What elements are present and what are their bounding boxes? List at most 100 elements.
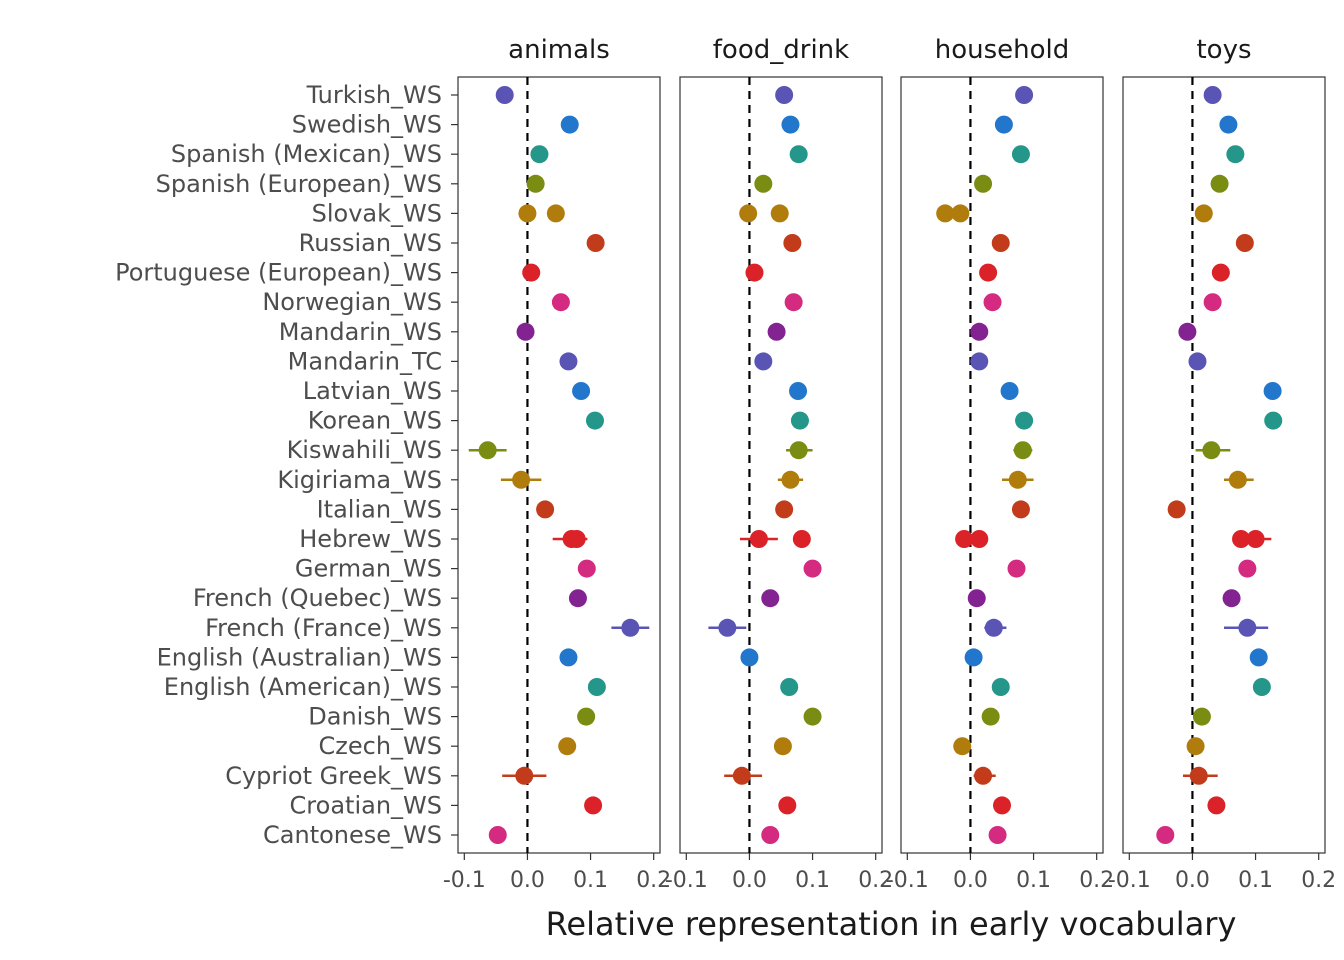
data-point-czech-ws: [558, 737, 577, 756]
data-point-french-quebec-ws: [1222, 589, 1241, 608]
data-point-mandarin-ws: [970, 322, 989, 341]
y-tick-label-kigiriama-ws: Kigiriama_WS: [277, 466, 442, 494]
data-point-german-ws: [1238, 559, 1257, 578]
data-point-mandarin-ws: [1178, 322, 1197, 341]
data-point-turkish-ws: [1015, 86, 1034, 104]
data-point-kiswahili-ws: [478, 441, 497, 460]
data-point-croatian-ws: [993, 796, 1011, 815]
x-tick-label: 0.2: [636, 868, 671, 893]
y-tick-label-portuguese-european-ws: Portuguese (European)_WS: [115, 259, 442, 287]
data-point-slovak-ws: [936, 204, 955, 223]
panel-toys: toys -0.1 0.0 0.1 0.2: [1108, 35, 1336, 893]
data-point-kiswahili-ws: [1013, 441, 1032, 460]
y-tick-label-mandarin-tc: Mandarin_TC: [288, 347, 442, 375]
data-point-swedish-ws: [781, 115, 800, 134]
y-tick-label-latvian-ws: Latvian_WS: [303, 377, 442, 405]
data-point-english-australian-ws: [964, 648, 983, 667]
x-tick-label: 0.2: [858, 868, 893, 893]
y-tick-label-italian-ws: Italian_WS: [317, 495, 442, 523]
panels-layer: animals -0.1 0.0 0.1 0.2 food_drink -0.1 0.0 0.1…: [443, 35, 1336, 893]
panel-title-toys: toys: [1196, 35, 1251, 65]
x-tick-label: -0.1: [886, 868, 929, 893]
data-point-german-ws: [577, 559, 596, 578]
y-tick-label-spanish-mexican-ws: Spanish (Mexican)_WS: [171, 140, 442, 168]
y-tick-label-french-quebec-ws: French (Quebec)_WS: [193, 584, 442, 612]
data-point-cantonese-ws: [1156, 826, 1175, 844]
data-point-swedish-ws: [1219, 115, 1238, 134]
x-tick-label: 0.1: [573, 868, 608, 893]
data-point-english-australian-ws: [1249, 648, 1268, 667]
x-axis-label: Relative representation in early vocabul…: [546, 905, 1237, 943]
data-point-french-quebec-ws: [967, 589, 986, 608]
data-point-croatian-ws: [1207, 796, 1226, 815]
y-tick-label-spanish-european-ws: Spanish (European)_WS: [156, 170, 442, 198]
data-point-norwegian-ws: [551, 293, 570, 312]
panel-title-animals: animals: [508, 35, 610, 65]
data-point-spanish-european-ws: [1210, 174, 1229, 193]
data-point-swedish-ws: [560, 115, 579, 134]
data-point-spanish-european-ws: [974, 174, 993, 193]
data-point-mandarin-ws: [767, 322, 786, 341]
y-tick-label-russian-ws: Russian_WS: [299, 229, 442, 257]
data-point-cypriot-greek-ws: [515, 766, 534, 785]
y-tick-label-hebrew-ws: Hebrew_WS: [299, 525, 442, 553]
data-point-english-american-ws: [780, 678, 799, 696]
data-point-korean-ws: [790, 411, 809, 430]
data-point-czech-ws: [773, 737, 792, 756]
data-point-cantonese-ws: [488, 826, 507, 844]
data-point-mandarin-tc: [559, 352, 578, 371]
panel-animals: animals -0.1 0.0 0.1 0.2: [443, 35, 671, 893]
data-point-english-american-ws: [991, 678, 1010, 696]
data-point-slovak-ws: [951, 204, 970, 223]
y-tick-label-danish-ws: Danish_WS: [308, 703, 442, 731]
data-point-portuguese-european-ws: [979, 263, 998, 282]
y-tick-label-kiswahili-ws: Kiswahili_WS: [287, 436, 442, 464]
data-point-kiswahili-ws: [1202, 441, 1221, 460]
data-point-russian-ws: [586, 234, 605, 252]
data-point-kigiriama-ws: [781, 470, 800, 489]
data-point-cantonese-ws: [761, 826, 780, 844]
data-point-slovak-ws: [546, 204, 565, 223]
y-tick-label-korean-ws: Korean_WS: [308, 407, 442, 435]
data-point-latvian-ws: [1263, 382, 1282, 400]
data-point-portuguese-european-ws: [1211, 263, 1230, 282]
data-point-spanish-european-ws: [754, 174, 773, 193]
data-point-spanish-mexican-ws: [530, 145, 549, 164]
data-point-kigiriama-ws: [512, 470, 531, 489]
data-point-danish-ws: [1192, 707, 1211, 726]
data-point-mandarin-ws: [516, 322, 535, 341]
data-point-portuguese-european-ws: [745, 263, 764, 282]
data-point-turkish-ws: [775, 86, 794, 104]
data-point-cantonese-ws: [988, 826, 1007, 844]
y-tick-label-mandarin-ws: Mandarin_WS: [279, 318, 442, 346]
panel-frame: [1122, 76, 1326, 854]
panel-frame: [900, 76, 1104, 854]
data-point-croatian-ws: [584, 796, 603, 815]
data-point-danish-ws: [577, 707, 596, 726]
data-point-latvian-ws: [572, 382, 591, 400]
x-tick-label: 0.1: [1016, 868, 1051, 893]
data-point-french-france-ws: [621, 618, 640, 637]
data-point-french-france-ws: [984, 618, 1003, 637]
data-point-cypriot-greek-ws: [732, 766, 751, 785]
data-point-spanish-mexican-ws: [789, 145, 808, 164]
data-point-czech-ws: [1186, 737, 1205, 756]
data-point-italian-ws: [1011, 500, 1030, 519]
data-point-hebrew-ws: [749, 530, 768, 548]
data-point-spanish-european-ws: [526, 174, 545, 193]
data-point-korean-ws: [585, 411, 604, 430]
data-point-kigiriama-ws: [1008, 470, 1027, 489]
data-point-portuguese-european-ws: [522, 263, 541, 282]
y-tick-label-slovak-ws: Slovak_WS: [312, 199, 442, 227]
x-tick-label: 0.1: [795, 868, 830, 893]
data-point-latvian-ws: [789, 382, 808, 400]
data-point-french-quebec-ws: [568, 589, 587, 608]
data-point-italian-ws: [775, 500, 794, 519]
data-point-german-ws: [1007, 559, 1026, 578]
y-tick-label-cypriot-greek-ws: Cypriot Greek_WS: [225, 762, 442, 790]
data-point-spanish-mexican-ws: [1226, 145, 1245, 164]
data-point-french-france-ws: [1238, 618, 1257, 637]
data-point-english-american-ws: [1252, 678, 1271, 696]
